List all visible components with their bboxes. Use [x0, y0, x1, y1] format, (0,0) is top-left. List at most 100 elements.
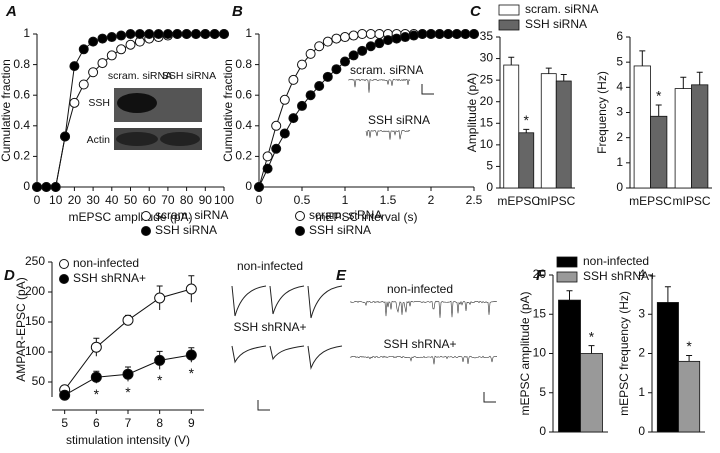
- data-point: [469, 29, 479, 39]
- inset-label: SSH siRNA: [162, 70, 216, 82]
- y-tick-label: 0: [638, 424, 645, 438]
- data-point: [322, 71, 333, 82]
- data-point: [134, 29, 145, 39]
- data-point: [374, 38, 385, 49]
- data-point: [451, 29, 462, 39]
- legend-label: scram. siRNA: [155, 208, 228, 222]
- inset-label: non-infected: [387, 282, 453, 296]
- scale-bar: [483, 392, 496, 403]
- x-tick-label: mEPSC: [497, 194, 540, 208]
- bar: [691, 84, 709, 189]
- y-tick-label: 25: [480, 72, 494, 86]
- legend-marker: [498, 19, 520, 31]
- y-tick-label: 20: [480, 94, 494, 108]
- x-tick-label: 100: [214, 193, 234, 207]
- bar: [540, 73, 557, 189]
- x-tick-label: 30: [86, 193, 100, 207]
- inset-label: SSH shRNA+: [233, 320, 306, 334]
- error-bar: [508, 56, 515, 66]
- data-point: [408, 30, 419, 41]
- error-bar: [523, 128, 530, 133]
- blot-band: [117, 93, 157, 113]
- trace: [231, 285, 267, 317]
- bar: [558, 299, 581, 433]
- y-tick-label: 5: [539, 385, 546, 399]
- data-point: [78, 44, 89, 55]
- data-point: [181, 29, 192, 39]
- x-tick-label: 1: [342, 193, 349, 207]
- y-tick-label: 0.6: [235, 87, 252, 101]
- data-point: [331, 33, 342, 44]
- data-point: [348, 30, 359, 41]
- y-tick-label: 0.2: [13, 149, 30, 163]
- y-tick-label: 1: [23, 26, 30, 40]
- bar: [678, 360, 701, 433]
- data-point: [297, 59, 307, 70]
- error-bar: [680, 76, 687, 89]
- x-tick-label: mIPSC: [672, 194, 710, 208]
- x-tick-label: 9: [188, 416, 195, 430]
- y-tick-label: 0.6: [13, 87, 30, 101]
- data-point: [434, 29, 445, 39]
- trace: [269, 345, 305, 361]
- data-point: [172, 29, 183, 39]
- bar: [656, 302, 679, 433]
- data-point: [154, 354, 166, 366]
- legend-label: scram. siRNA: [525, 2, 598, 16]
- inset-label: Actin: [87, 134, 111, 146]
- x-tick-label: 20: [68, 193, 82, 207]
- error-bar: [545, 67, 552, 74]
- series-line: [258, 33, 474, 188]
- bar: [650, 115, 668, 189]
- x-tick-label: 0.5: [294, 193, 311, 207]
- y-tick-label: 0: [616, 180, 623, 194]
- legend-marker: [141, 211, 151, 221]
- data-point: [314, 41, 325, 52]
- legend-label: SSH shRNA+: [73, 271, 146, 285]
- data-point: [331, 64, 342, 75]
- data-point: [185, 349, 197, 361]
- error-bar: [696, 71, 703, 85]
- error-bar: [588, 345, 595, 354]
- data-point: [69, 61, 80, 72]
- data-point: [90, 341, 102, 353]
- data-point: [357, 45, 368, 56]
- y-tick-label: 0.8: [235, 57, 252, 71]
- data-point: [59, 389, 71, 401]
- data-point: [322, 36, 333, 47]
- trace: [349, 300, 498, 318]
- y-tick-label: 50: [32, 374, 46, 388]
- y-tick-label: 0: [539, 424, 546, 438]
- y-tick-label: 0.4: [235, 118, 252, 132]
- x-tick-label: 1.5: [380, 193, 397, 207]
- x-tick-label: 60: [143, 193, 157, 207]
- trace: [348, 78, 411, 93]
- data-point: [41, 182, 52, 192]
- legend-marker: [141, 226, 151, 236]
- panel-letter: B: [232, 3, 243, 20]
- data-point: [69, 97, 80, 108]
- data-point: [144, 29, 155, 39]
- x-axis-label: mEPSC amplitude (pA): [68, 210, 192, 224]
- data-point: [279, 128, 290, 139]
- legend-marker: [59, 259, 69, 269]
- data-point: [348, 50, 359, 61]
- x-axis-label: stimulation intensity (V): [66, 433, 190, 447]
- legend-marker: [295, 211, 305, 221]
- data-point: [279, 94, 290, 105]
- x-tick-label: 2: [428, 193, 435, 207]
- x-axis-label: mEPSC interval (s): [315, 210, 417, 224]
- x-tick-label: 90: [199, 193, 213, 207]
- inset-label: SSH: [88, 97, 110, 109]
- data-point: [383, 35, 393, 46]
- panel-letter: C: [470, 3, 482, 20]
- data-point: [271, 143, 282, 154]
- y-axis-label: Frequency (Hz): [595, 71, 609, 154]
- y-tick-label: 2: [616, 130, 623, 144]
- data-point: [305, 90, 316, 101]
- trace: [349, 355, 498, 365]
- inset-label: SSH siRNA: [368, 113, 430, 127]
- data-point: [200, 29, 211, 39]
- data-point: [340, 56, 350, 67]
- inset-label: SSH shRNA+: [383, 337, 456, 351]
